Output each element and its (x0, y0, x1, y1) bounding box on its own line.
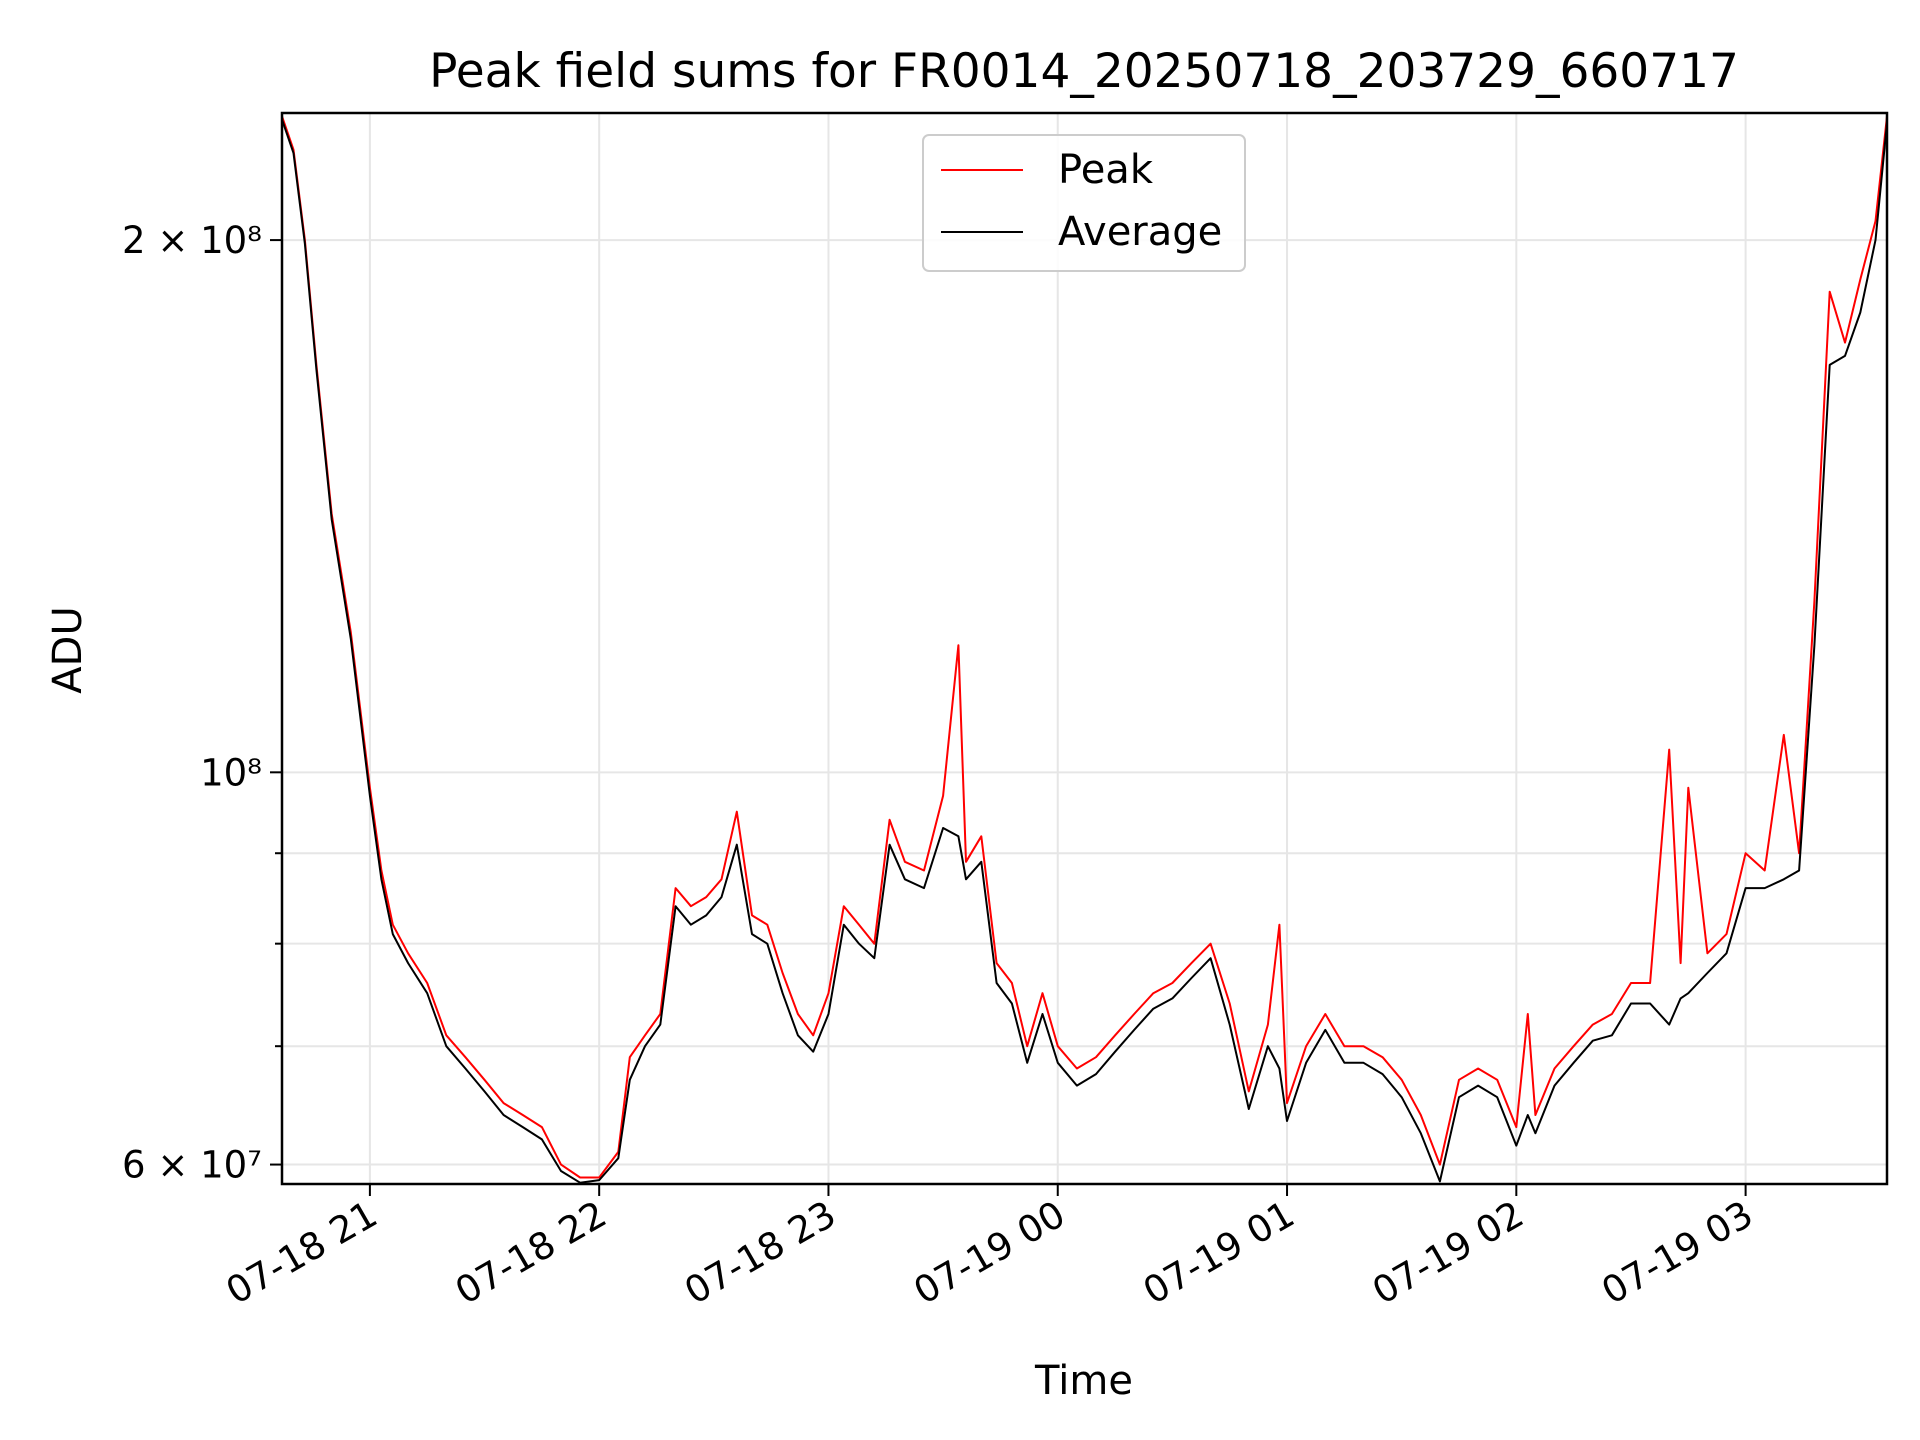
legend-label-peak: Peak (1058, 147, 1154, 193)
x-tick-label: 07-19 03 (1595, 1193, 1761, 1313)
grid-lines (282, 113, 1887, 1184)
x-tick-label: 07-19 02 (1365, 1193, 1531, 1313)
x-tick-label: 07-18 23 (677, 1193, 843, 1313)
x-tick-label: 07-18 22 (448, 1193, 614, 1313)
series-line-average (281, 119, 1888, 1184)
y-tick-label: 6 × 10⁷ (122, 1144, 262, 1187)
x-tick-label: 07-19 00 (907, 1193, 1073, 1313)
series-line-peak (281, 115, 1888, 1179)
plot-frame (280, 111, 1889, 1186)
plot-area (281, 115, 1888, 1184)
y-tick-label: 10⁸ (200, 751, 262, 794)
legend: Peak Average (922, 134, 1246, 272)
chart-title: Peak field sums for FR0014_20250718_2037… (429, 44, 1739, 99)
x-axis-label: Time (1034, 1358, 1133, 1404)
y-tick-label: 2 × 10⁸ (122, 219, 262, 262)
y-axis-label: ADU (45, 606, 91, 693)
x-tick-label: 07-18 21 (219, 1193, 385, 1313)
x-tick-label: 07-19 01 (1136, 1193, 1302, 1313)
legend-label-average: Average (1058, 209, 1222, 255)
